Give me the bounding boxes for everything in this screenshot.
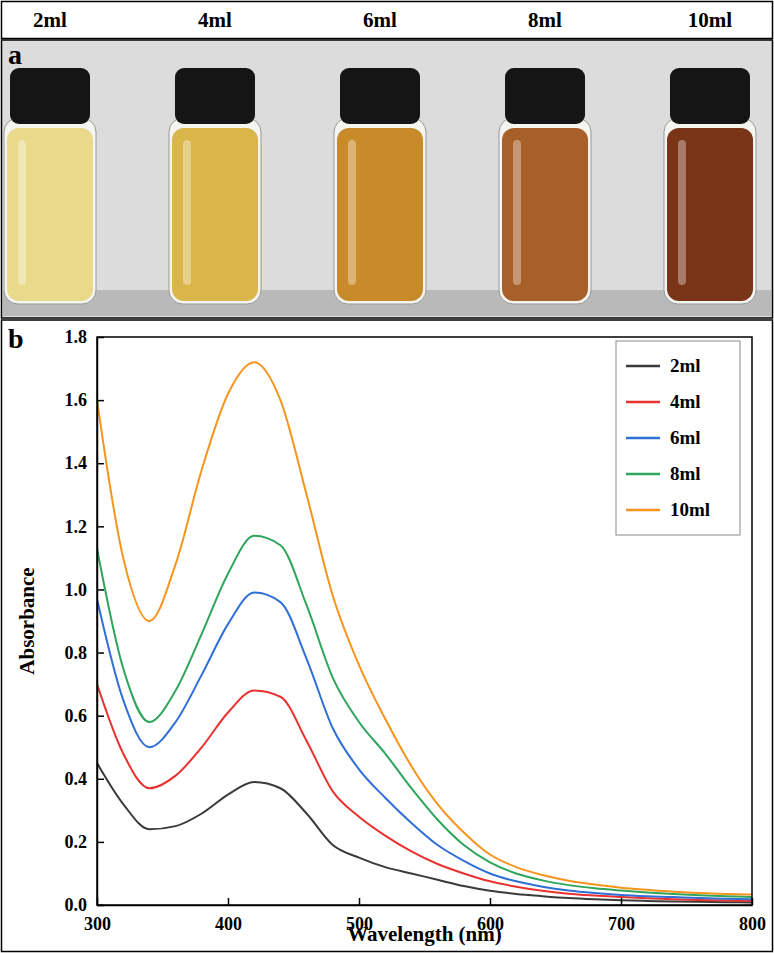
tick-label: 400 (215, 914, 242, 934)
legend-label: 2ml (670, 355, 701, 376)
vial-cap (340, 68, 420, 124)
vial-cap (10, 68, 90, 124)
vial (4, 68, 96, 304)
tick-label: 700 (608, 914, 635, 934)
vial-highlight (18, 140, 26, 285)
header-label: 6ml (363, 8, 397, 32)
tick-label: 1.2 (65, 517, 88, 537)
tick-label: 1.8 (65, 327, 88, 347)
tick-label: 1.6 (65, 390, 88, 410)
legend: 2ml 4ml 6ml 8ml 10ml (616, 341, 740, 535)
tick: 0.8 (65, 643, 105, 663)
tick: 0.4 (65, 769, 105, 789)
tick-mark (97, 779, 104, 781)
vial-liquid (502, 128, 588, 301)
tick: 1.2 (65, 517, 105, 537)
tick-mark (97, 400, 104, 402)
tick-label: 0.2 (65, 832, 88, 852)
plot-frame (97, 337, 752, 905)
series-line (97, 536, 752, 897)
tick-mark (97, 589, 104, 591)
tick-mark (97, 715, 104, 717)
header-frame (2, 2, 773, 39)
tick: 1.4 (65, 453, 105, 473)
legend-label: 10ml (670, 499, 710, 520)
legend-swatch (626, 473, 660, 476)
tick: 0.2 (65, 832, 105, 852)
vial-glass (664, 118, 756, 304)
vial-glass (334, 118, 426, 304)
tick-mark (97, 842, 104, 844)
series-line (97, 684, 752, 901)
y-axis: 0.0 0.2 0.4 0.6 0.8 1.0 1.2 1.4 1.6 1.8 (65, 327, 105, 915)
vial-cap (505, 68, 585, 124)
tick-label: 0.0 (65, 895, 88, 915)
panel-letter: b (8, 323, 24, 354)
vial (169, 68, 261, 304)
legend-swatch (626, 365, 660, 368)
header-label: 10ml (688, 8, 732, 32)
chart-panel-frame (2, 320, 773, 952)
tick-mark (621, 898, 623, 905)
legend-swatch (626, 401, 660, 404)
series-line (97, 763, 752, 902)
tick-label: 0.8 (65, 643, 88, 663)
legend-swatch (626, 509, 660, 512)
tick: 1.6 (65, 390, 105, 410)
vial-liquid (172, 128, 258, 301)
header-label: 8ml (528, 8, 562, 32)
tick: 400 (215, 898, 242, 934)
photo-frame (2, 40, 773, 318)
y-axis-title: Absorbance (15, 567, 39, 674)
tick-label: 300 (84, 914, 111, 934)
tick-mark (97, 652, 104, 654)
tick-label: 800 (739, 914, 766, 934)
figure: 2ml4ml6ml8ml10mlab3004005006007008000.00… (0, 0, 774, 953)
vial-highlight (678, 140, 686, 285)
vial-highlight (348, 140, 356, 285)
vial (334, 68, 426, 304)
series-line (97, 593, 752, 900)
tick: 1.0 (65, 580, 105, 600)
vial-glass (4, 118, 96, 304)
legend-box (616, 341, 740, 535)
panel-letter: a (8, 39, 22, 70)
vial-glass (499, 118, 591, 304)
vial-liquid (667, 128, 753, 301)
tick-mark (97, 526, 104, 528)
tick-label: 1.4 (65, 453, 88, 473)
vial (499, 68, 591, 304)
tick: 700 (608, 898, 635, 934)
vial-glass (169, 118, 261, 304)
legend-label: 8ml (670, 463, 701, 484)
tick: 0.6 (65, 706, 105, 726)
vial (664, 68, 756, 304)
vial-highlight (183, 140, 191, 285)
header-label: 4ml (198, 8, 232, 32)
vial-liquid (337, 128, 423, 301)
vial-highlight (513, 140, 521, 285)
tick-mark (228, 898, 230, 905)
x-axis-title: Wavelength (nm) (347, 922, 502, 946)
legend-swatch (626, 437, 660, 440)
tick-label: 0.6 (65, 706, 88, 726)
tick-label: 0.4 (65, 769, 88, 789)
tick-mark (359, 898, 361, 905)
vial-cap (670, 68, 750, 124)
tick-label: 1.0 (65, 580, 88, 600)
legend-label: 4ml (670, 391, 701, 412)
header-label: 2ml (33, 8, 67, 32)
tick-mark (490, 898, 492, 905)
vial-cap (175, 68, 255, 124)
vial-liquid (7, 128, 93, 301)
legend-label: 6ml (670, 427, 701, 448)
tick-mark (97, 463, 104, 465)
